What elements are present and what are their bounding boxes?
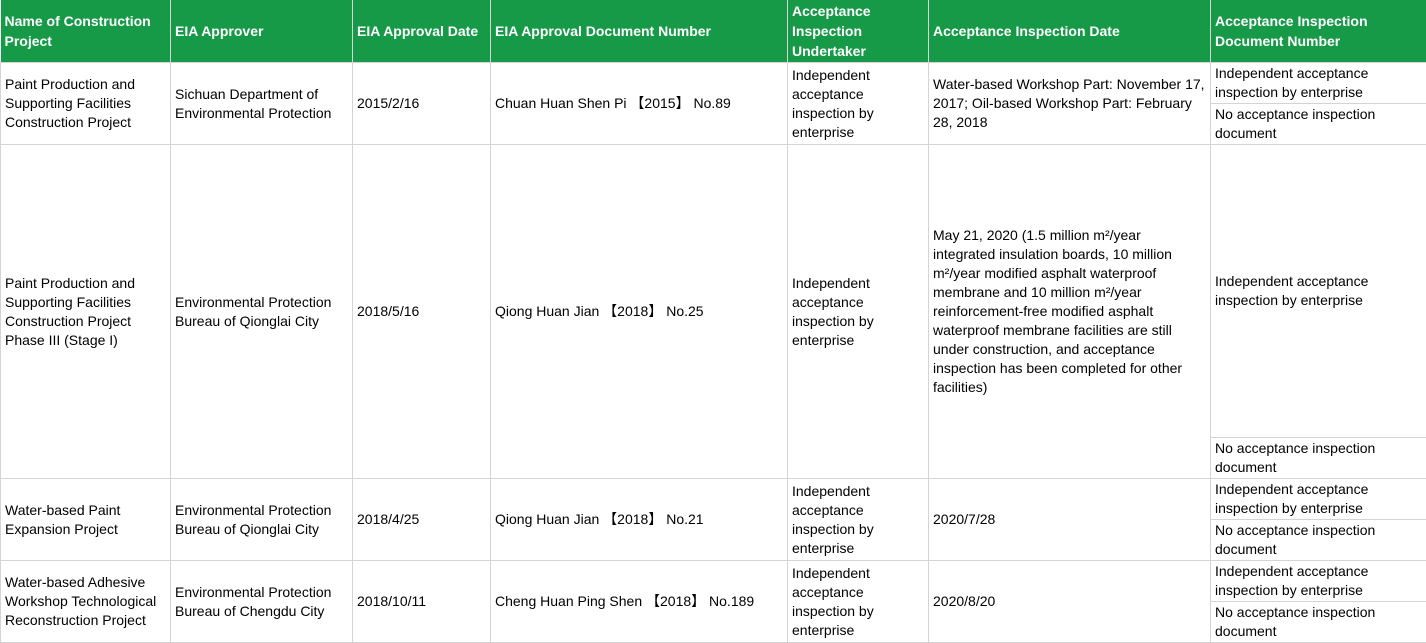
cell-inspection-date: Water-based Workshop Part: November 17, … [929, 63, 1211, 145]
cell-eia-approval-doc-number: Chuan Huan Shen Pi 【2015】 No.89 [491, 63, 788, 145]
cell-inspection-undertaker: Independent acceptance inspection by ent… [788, 479, 929, 561]
cell-eia-approval-date: 2018/4/25 [353, 479, 491, 561]
cell-project-name: Paint Production and Supporting Faciliti… [1, 63, 171, 145]
table-row: Water-based Paint Expansion Project Envi… [1, 479, 1426, 520]
column-header-project-name: Name of Construction Project [1, 0, 171, 63]
cell-eia-approval-doc-number: Qiong Huan Jian 【2018】 No.21 [491, 479, 788, 561]
cell-project-name: Water-based Adhesive Workshop Technologi… [1, 561, 171, 643]
column-header-eia-approver: EIA Approver [171, 0, 353, 63]
table-row: Paint Production and Supporting Faciliti… [1, 145, 1426, 438]
cell-inspection-doc-number: Independent acceptance inspection by ent… [1211, 479, 1426, 520]
cell-eia-approval-date: 2015/2/16 [353, 63, 491, 145]
cell-inspection-doc-number: Independent acceptance inspection by ent… [1211, 145, 1426, 438]
cell-inspection-date: 2020/7/28 [929, 479, 1211, 561]
column-header-eia-approval-date: EIA Approval Date [353, 0, 491, 63]
cell-eia-approver: Environmental Protection Bureau of Cheng… [171, 561, 353, 643]
cell-inspection-date: May 21, 2020 (1.5 million m²/year integr… [929, 145, 1211, 479]
column-header-inspection-date: Acceptance Inspection Date [929, 0, 1211, 63]
cell-eia-approver: Environmental Protection Bureau of Qiong… [171, 479, 353, 561]
cell-inspection-doc-number: No acceptance inspection document [1211, 104, 1426, 145]
cell-inspection-undertaker: Independent acceptance inspection by ent… [788, 63, 929, 145]
cell-project-name: Paint Production and Supporting Faciliti… [1, 145, 171, 479]
cell-inspection-doc-number: No acceptance inspection document [1211, 520, 1426, 561]
cell-inspection-doc-number: No acceptance inspection document [1211, 438, 1426, 479]
cell-inspection-date: 2020/8/20 [929, 561, 1211, 643]
cell-inspection-doc-number: Independent acceptance inspection by ent… [1211, 63, 1426, 104]
cell-inspection-undertaker: Independent acceptance inspection by ent… [788, 145, 929, 479]
table-row: Water-based Adhesive Workshop Technologi… [1, 561, 1426, 602]
column-header-inspection-undertaker: Acceptance Inspection Undertaker [788, 0, 929, 63]
cell-eia-approval-doc-number: Cheng Huan Ping Shen 【2018】 No.189 [491, 561, 788, 643]
cell-eia-approval-doc-number: Qiong Huan Jian 【2018】 No.25 [491, 145, 788, 479]
column-header-inspection-doc-number: Acceptance Inspection Document Number [1211, 0, 1426, 63]
cell-inspection-doc-number: Independent acceptance inspection by ent… [1211, 561, 1426, 602]
cell-eia-approver: Environmental Protection Bureau of Qiong… [171, 145, 353, 479]
column-header-eia-approval-doc-number: EIA Approval Document Number [491, 0, 788, 63]
table-header-row: Name of Construction Project EIA Approve… [1, 0, 1426, 63]
cell-inspection-undertaker: Independent acceptance inspection by ent… [788, 561, 929, 643]
cell-eia-approver: Sichuan Department of Environmental Prot… [171, 63, 353, 145]
cell-eia-approval-date: 2018/10/11 [353, 561, 491, 643]
cell-inspection-doc-number: No acceptance inspection document [1211, 602, 1426, 643]
cell-eia-approval-date: 2018/5/16 [353, 145, 491, 479]
table-row: Paint Production and Supporting Faciliti… [1, 63, 1426, 104]
cell-project-name: Water-based Paint Expansion Project [1, 479, 171, 561]
